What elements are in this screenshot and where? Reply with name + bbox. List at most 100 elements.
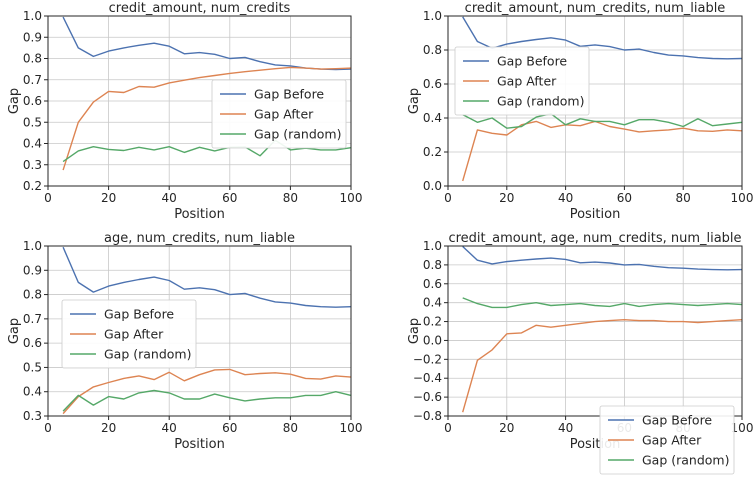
y-tick-label: 0.2 <box>423 145 442 159</box>
legend-box <box>211 79 347 149</box>
y-tick-label: 0.3 <box>23 409 42 423</box>
y-tick-label: −0.8 <box>413 409 442 423</box>
x-axis-label: Position <box>570 207 621 222</box>
x-tick-label: 80 <box>283 421 298 435</box>
y-tick-label: 0.4 <box>23 385 42 399</box>
legend-label: Gap After <box>497 74 557 89</box>
y-tick-label: 1.0 <box>23 239 42 253</box>
y-tick-label: 0.8 <box>23 288 42 302</box>
x-tick-label: 100 <box>731 191 754 205</box>
y-tick-label: 0.8 <box>423 43 442 57</box>
legend-label: Gap Before <box>642 413 712 428</box>
legend-box <box>454 46 590 116</box>
y-tick-label: 0.6 <box>423 77 442 91</box>
plot-frame <box>447 245 743 417</box>
series-line-random <box>62 139 352 163</box>
y-tick-label: 0.5 <box>23 360 42 374</box>
legend-label: Gap (random) <box>497 94 585 109</box>
y-tick-label: −0.6 <box>413 390 442 404</box>
y-tick-label: 0.9 <box>23 30 42 44</box>
legend-label: Gap Before <box>254 87 324 102</box>
x-tick-label: 0 <box>44 421 52 435</box>
y-tick-label: 0.8 <box>23 52 42 66</box>
y-tick-label: 0.2 <box>423 315 442 329</box>
chart-panel-1: 0 20 40 60 80 100 0.2 0.3 0.4 0.5 0.6 0.7 0.8 0.9 1.0 c… <box>7 1 362 222</box>
y-axis-label: Gap <box>407 318 422 344</box>
x-tick-label: 20 <box>101 191 116 205</box>
legend: Gap Before Gap After Gap (random) <box>211 79 347 149</box>
chart-title: credit_amount, num_credits <box>109 1 291 16</box>
series-line-after <box>462 120 743 182</box>
series-line-before <box>462 16 743 60</box>
y-tick-label: 0.9 <box>23 263 42 277</box>
y-tick-label: 0.4 <box>23 137 42 151</box>
series-line-before <box>62 16 352 71</box>
x-tick-label: 80 <box>283 191 298 205</box>
y-tick-label: 0.8 <box>423 258 442 272</box>
y-tick-label: 1.0 <box>23 9 42 23</box>
x-tick-label: 0 <box>444 191 452 205</box>
series-line-after <box>62 66 352 171</box>
x-tick-label: 100 <box>340 421 363 435</box>
y-tick-label: 0.6 <box>23 94 42 108</box>
x-tick-label: 20 <box>101 421 116 435</box>
legend-label: Gap Before <box>104 307 174 322</box>
y-tick-label: 1.0 <box>423 9 442 23</box>
legend: Gap Before Gap After Gap (random) <box>61 299 197 369</box>
x-tick-label: 60 <box>222 191 237 205</box>
y-tick-label: 0.6 <box>423 277 442 291</box>
x-tick-label: 60 <box>617 191 632 205</box>
chart-panel-3: 0 20 40 60 80 100 0.3 0.4 0.5 0.6 0.7 0.8 0.9 1.0 age,… <box>7 231 362 452</box>
y-axis-label: Gap <box>7 318 22 344</box>
legend-label: Gap (random) <box>642 453 730 468</box>
plot-frame <box>447 15 743 187</box>
x-tick-label: 40 <box>558 191 573 205</box>
series-line-after <box>462 319 743 413</box>
chart-title: credit_amount, num_credits, num_liable <box>465 1 726 16</box>
y-tick-label: 0.7 <box>23 73 42 87</box>
x-tick-label: 100 <box>731 421 754 435</box>
chart-panel-2: 0 20 40 60 80 100 0.0 0.2 0.4 0.6 0.8 1.0 credit_amo… <box>407 1 753 222</box>
y-axis-label: Gap <box>407 88 422 114</box>
x-tick-label: 0 <box>444 421 452 435</box>
y-tick-label: 0.3 <box>23 158 42 172</box>
chart-panel-4: 020406080100−0.8−0.6−0.4−0.20.00.20.40.6… <box>407 231 754 475</box>
series-line-before <box>62 246 352 308</box>
y-tick-label: 0.6 <box>23 336 42 350</box>
legend-label: Gap (random) <box>254 127 342 142</box>
x-axis-label: Position <box>174 207 225 222</box>
y-tick-label: 1.0 <box>423 239 442 253</box>
legend-label: Gap (random) <box>104 347 192 362</box>
y-tick-label: 0.4 <box>423 111 442 125</box>
y-tick-label: −0.4 <box>413 371 442 385</box>
series-line-before <box>462 245 743 271</box>
y-tick-label: 0.2 <box>23 179 42 193</box>
x-tick-label: 60 <box>222 421 237 435</box>
legend: Gap Before Gap After Gap (random) <box>599 405 735 475</box>
y-tick-label: 0.0 <box>423 333 442 347</box>
x-tick-label: 100 <box>340 191 363 205</box>
x-tick-label: 20 <box>499 421 514 435</box>
chart-title: age, num_credits, num_liable <box>104 231 295 246</box>
x-tick-label: 0 <box>44 191 52 205</box>
series-line-random <box>462 112 743 129</box>
y-tick-label: −0.2 <box>413 352 442 366</box>
y-axis-label: Gap <box>7 88 22 114</box>
x-tick-label: 40 <box>558 421 573 435</box>
y-tick-label: 0.4 <box>423 296 442 310</box>
plot-frame <box>47 245 352 417</box>
chart-title: credit_amount, age, num_credits, num_lia… <box>448 231 741 246</box>
legend-box <box>599 405 735 475</box>
legend: Gap Before Gap After Gap (random) <box>454 46 590 116</box>
legend-label: Gap After <box>104 327 164 342</box>
series-line-random <box>462 297 743 309</box>
legend-label: Gap After <box>642 433 702 448</box>
x-tick-label: 80 <box>676 191 691 205</box>
x-tick-label: 40 <box>162 421 177 435</box>
series-line-random <box>62 389 352 412</box>
legend-label: Gap After <box>254 107 314 122</box>
y-tick-label: 0.7 <box>23 312 42 326</box>
legend-label: Gap Before <box>497 54 567 69</box>
y-tick-label: 0.0 <box>423 179 442 193</box>
